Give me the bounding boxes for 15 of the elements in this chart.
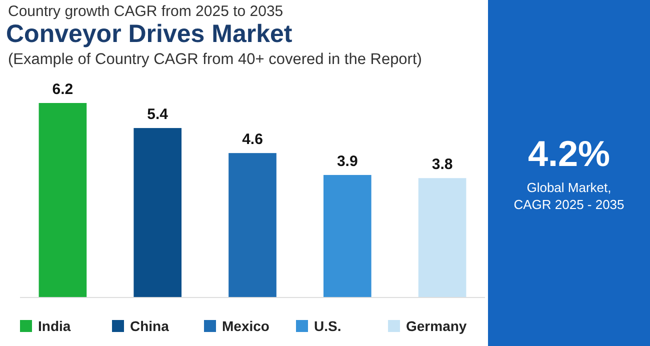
legend-label: India [38,318,71,334]
text: Global Market, CAGR 2025 - 2035 [514,180,624,212]
data-label: 4.6 [242,131,263,148]
chart-title: Conveyor Drives Market [6,20,293,48]
data-label: 6.2 [52,81,74,98]
legend-label: Mexico [222,318,270,334]
legend-label: China [130,318,170,334]
data-label: 3.9 [336,152,358,170]
text: 4.2% [528,133,610,174]
data-label: 3.8 [432,156,453,174]
chart-subtitle: (Example of Country CAGR from 40+ covered in the Report) [8,51,422,68]
text: Country growth CAGR from 2025 to 2035 [8,3,284,20]
legend-label: U.S. [314,318,342,334]
legend-label: Germany [406,318,467,334]
data-label: 5.4 [147,106,169,124]
